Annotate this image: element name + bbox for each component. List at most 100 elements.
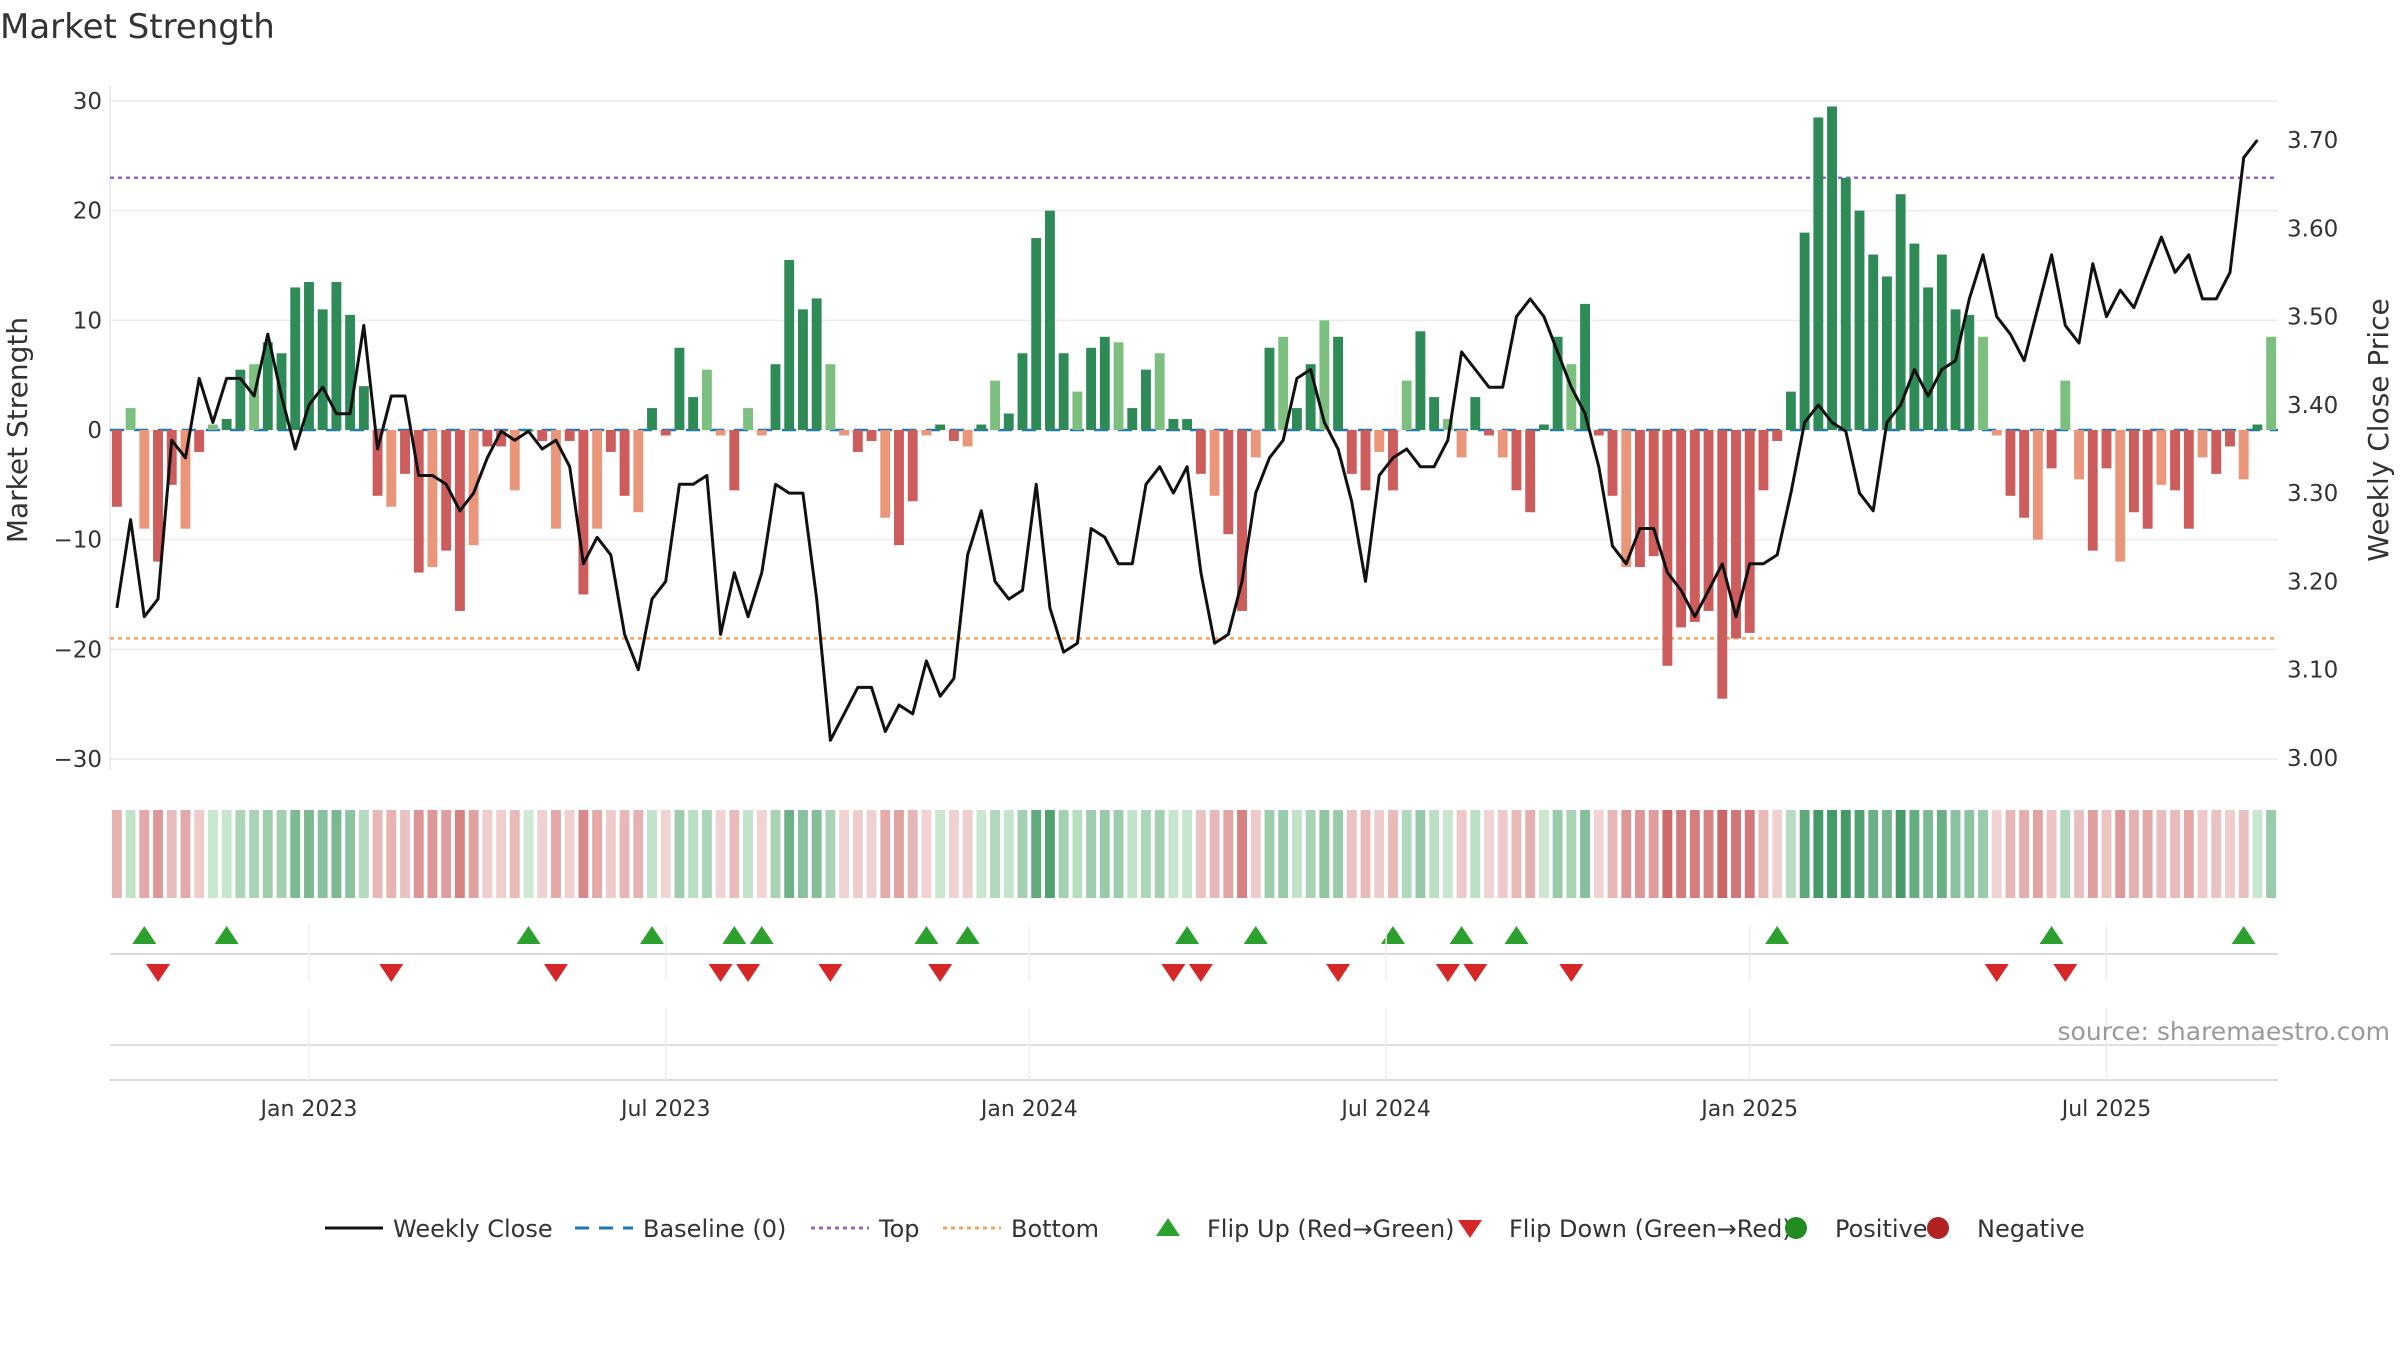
strength-bar — [825, 364, 836, 430]
strength-bar — [1346, 430, 1357, 474]
legend-label: Flip Down (Green→Red) — [1509, 1215, 1792, 1243]
strength-bar — [1840, 177, 1851, 430]
strength-bar — [1566, 364, 1577, 430]
heat-cell — [427, 810, 438, 898]
strength-bar — [358, 386, 369, 430]
flip-up-marker — [955, 926, 980, 944]
right-axis: 3.70 3.60 3.50 3.40 3.30 3.20 3.10 3.00 — [2287, 128, 2338, 772]
heat-cell — [1072, 810, 1083, 898]
strength-heat-strip — [111, 810, 2277, 898]
heat-cell — [688, 810, 699, 898]
chart-title: Market Strength — [0, 7, 275, 47]
strength-bar — [990, 380, 1000, 430]
heat-cell — [1250, 810, 1261, 898]
heat-cell — [235, 810, 246, 898]
strength-bar — [1209, 430, 1220, 496]
heat-cell — [304, 810, 314, 898]
heat-cell — [2266, 810, 2277, 898]
flip-down-marker — [1188, 964, 1213, 982]
heat-cell — [2225, 810, 2235, 898]
strength-bar — [852, 430, 863, 452]
left-tick-label: 10 — [73, 308, 102, 334]
weekly-close-polyline — [115, 139, 2259, 742]
heat-cell — [1840, 810, 1851, 898]
heat-cell — [907, 810, 918, 898]
heat-cell — [1031, 810, 1042, 898]
flip-down-marker — [736, 964, 761, 982]
flip-down-marker — [1161, 964, 1186, 982]
strength-bar — [2060, 380, 2071, 430]
heat-cell — [2197, 810, 2208, 898]
heat-cell — [2087, 810, 2098, 898]
left-tick-label: −20 — [53, 637, 102, 663]
legend-item: Flip Down (Green→Red) — [1458, 1215, 1792, 1243]
strength-bar — [2032, 430, 2043, 540]
strength-bar — [1881, 276, 1892, 430]
strength-bar — [1264, 347, 1275, 430]
strength-bar — [1470, 397, 1481, 430]
strength-bar — [1305, 364, 1316, 430]
strength-bar — [1319, 320, 1330, 430]
left-axis-title: Market Strength — [1, 317, 34, 543]
strength-bar — [1278, 336, 1289, 430]
heat-cell — [1113, 810, 1124, 898]
heat-cell — [441, 810, 452, 898]
heat-cell — [2019, 810, 2030, 898]
heat-cell — [1635, 810, 1645, 898]
flip-down-marker — [928, 964, 953, 982]
heat-cell — [825, 810, 836, 898]
strength-bar — [400, 430, 410, 474]
heat-cell — [784, 810, 795, 898]
strength-bar — [2019, 430, 2030, 518]
heat-cell — [1827, 810, 1837, 898]
legend-item: Weekly Close — [325, 1215, 553, 1243]
heat-cell — [2074, 810, 2084, 898]
strength-bar — [345, 314, 356, 430]
strength-bar — [1250, 430, 1261, 458]
right-tick-label: 3.50 — [2287, 305, 2338, 331]
strength-bar — [111, 430, 122, 507]
heat-cell — [578, 810, 589, 898]
legend-label: Weekly Close — [393, 1215, 553, 1243]
heat-cell — [1388, 810, 1398, 898]
strength-bar — [1497, 430, 1508, 458]
strength-bar — [331, 281, 342, 430]
left-tick-label: −10 — [53, 528, 102, 554]
strength-bar — [454, 430, 465, 611]
heat-cell — [1360, 810, 1371, 898]
heat-cell — [221, 810, 232, 898]
strength-bar — [1593, 430, 1604, 436]
heat-cell — [1497, 810, 1508, 898]
strength-bar — [1538, 424, 1549, 430]
heat-cell — [1895, 810, 1906, 898]
heat-cell — [2101, 810, 2112, 898]
legend-label: Negative — [1977, 1215, 2085, 1243]
heat-cell — [756, 810, 767, 898]
legend-positive-icon — [1785, 1217, 1807, 1239]
heat-cell — [2060, 810, 2071, 898]
strength-bar — [2211, 430, 2222, 474]
heat-cell — [345, 810, 356, 898]
strength-bar — [1909, 243, 1920, 430]
strength-bar — [1580, 303, 1591, 430]
flip-down-marker — [146, 964, 171, 982]
x-tick-label: Jul 2023 — [619, 1097, 711, 1122]
strength-bar — [482, 430, 493, 447]
strength-bar — [1950, 309, 1961, 430]
strength-bar — [304, 281, 314, 430]
heat-cell — [1429, 810, 1440, 898]
strength-bar — [537, 430, 548, 441]
strength-bar — [1058, 353, 1069, 430]
strength-bar — [496, 430, 507, 447]
strength-bar — [976, 424, 987, 430]
weekly-close-line — [115, 139, 2259, 742]
strength-bar — [427, 430, 438, 568]
legend-label: Bottom — [1011, 1215, 1099, 1243]
heat-cell — [2170, 810, 2181, 898]
heat-cell — [866, 810, 877, 898]
flip-up-marker — [722, 926, 747, 944]
strength-bar — [1237, 430, 1247, 611]
strength-bar — [1758, 430, 1769, 491]
strength-bar — [1895, 194, 1906, 430]
